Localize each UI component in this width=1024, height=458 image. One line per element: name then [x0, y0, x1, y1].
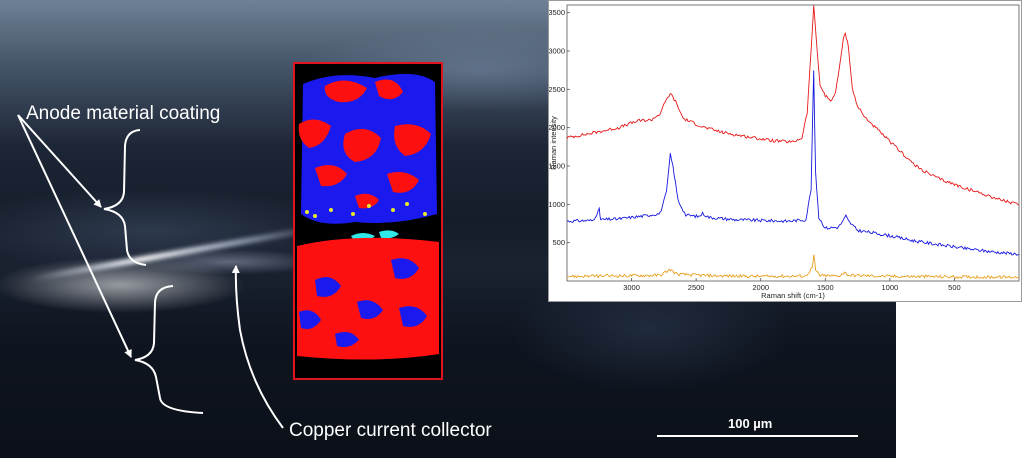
- x-tick-label: 500: [948, 283, 961, 292]
- raman-map-canvas: [295, 64, 441, 378]
- x-axis-title: Raman shift (cm-1): [761, 291, 825, 300]
- x-tick-label: 2000: [752, 283, 769, 292]
- x-tick-label: 3000: [623, 283, 640, 292]
- chart-canvas: 3000 2500 2000 1500 1000 500 500 1000 1500 2000 25…: [549, 4, 1020, 300]
- upper-coating-bracket: [103, 129, 147, 266]
- y-tick-label: 1500: [549, 162, 565, 171]
- y-tick-label: 2000: [549, 123, 565, 132]
- y-tick-label: 3500: [549, 8, 565, 17]
- x-tick-label: 1500: [817, 283, 834, 292]
- annotation-overlay: [17, 114, 284, 429]
- y-tick-label: 2500: [549, 85, 565, 94]
- y-tick-label: 3000: [549, 47, 565, 56]
- series-line-blue: [566, 70, 1020, 256]
- x-tick-label: 2500: [688, 283, 705, 292]
- copper-collector-label: Copper current collector: [289, 420, 492, 441]
- y-tick-label: 500: [552, 238, 565, 247]
- raman-map-image: [293, 62, 443, 380]
- anode-arrow-lower: [17, 114, 132, 358]
- copper-arrow: [231, 265, 284, 429]
- series-line-red: [566, 5, 1020, 206]
- anode-arrow-upper: [17, 114, 102, 208]
- y-tick-label: 1000: [549, 200, 565, 209]
- lower-coating-bracket: [134, 285, 204, 414]
- x-tick-label: 1000: [882, 283, 899, 292]
- raman-spectrum-chart: 3000 2500 2000 1500 1000 500 500 1000 1500 2000 25…: [548, 0, 1022, 302]
- scale-bar-label: 100 µm: [728, 416, 773, 431]
- series-line-orange: [566, 254, 1020, 280]
- plot-area: [566, 4, 1020, 282]
- y-axis-title: Raman intensity: [549, 116, 558, 170]
- anode-coating-label: Anode material coating: [26, 103, 221, 124]
